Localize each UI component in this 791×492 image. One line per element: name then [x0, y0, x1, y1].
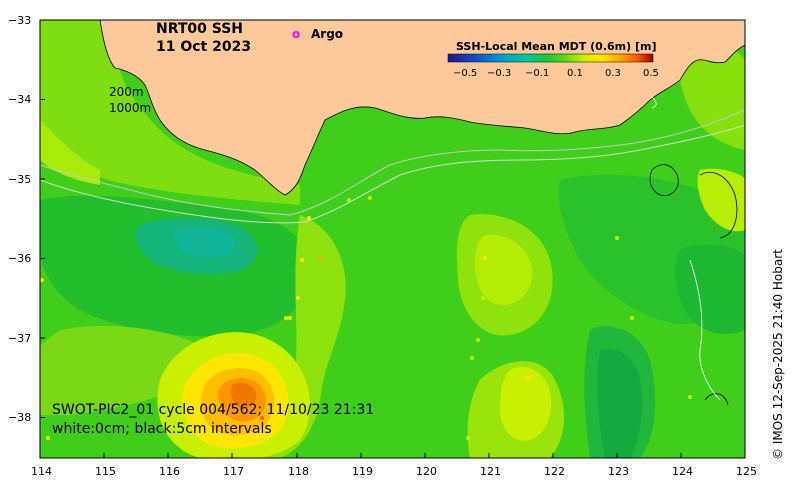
contour-black-1 [649, 164, 679, 197]
x-tick-label: 118 [288, 465, 309, 478]
contour-white-1 [689, 259, 721, 401]
ssh-lowest-core-west [174, 226, 236, 258]
x-tick-label: 115 [95, 465, 116, 478]
obs-point [481, 296, 485, 300]
obs-point [260, 416, 264, 420]
swot-annotation-line2: white:0cm; black:5cm intervals [52, 421, 272, 437]
x-tick-label: 122 [544, 465, 565, 478]
contour-white-2 [649, 94, 657, 109]
obs-point [615, 236, 619, 240]
obs-point [466, 436, 470, 440]
ssh-low-core-south [597, 348, 642, 458]
y-tick-label: −36 [8, 252, 31, 265]
obs-point [46, 436, 50, 440]
obs-point [526, 376, 530, 380]
obs-point [476, 338, 480, 342]
colorbar: SSH-Local Mean MDT (0.6m) [m] −0.5 −0.3 … [447, 40, 659, 79]
y-tick-label: −38 [8, 411, 31, 424]
contour-black-2 [699, 171, 738, 239]
obs-point [296, 296, 300, 300]
shelf-high-strip [40, 120, 100, 185]
ssh-high-core-south [500, 366, 552, 441]
ssh-high-eastern-eddy [697, 168, 745, 232]
ssh-high-ridge [250, 215, 346, 458]
x-tick-label: 121 [480, 465, 501, 478]
x-tick-label: 125 [736, 465, 757, 478]
y-tick-label: −35 [8, 173, 31, 186]
contour-black-3 [704, 393, 729, 406]
y-axis: −33 −34 −35 −36 −37 −38 [8, 14, 45, 424]
obs-point [514, 416, 518, 420]
x-tick-label: 117 [223, 465, 244, 478]
map-title-line1: NRT00 SSH [156, 21, 243, 37]
obs-point [40, 278, 44, 282]
x-tick-label: 114 [31, 465, 52, 478]
obs-point [630, 316, 634, 320]
obs-point [347, 198, 351, 202]
obs-point [300, 258, 304, 262]
warm-eddy-peak [230, 382, 257, 408]
y-tick-label: −34 [8, 93, 31, 106]
y-tick-label: −33 [8, 14, 31, 27]
x-tick-label: 116 [159, 465, 180, 478]
x-tick-label: 123 [608, 465, 629, 478]
y-tick-label: −37 [8, 332, 31, 345]
colorbar-tick: 0.5 [643, 68, 659, 79]
x-tick-label: 124 [672, 465, 693, 478]
isobath-label-200m: 200m [109, 85, 144, 99]
obs-point [470, 356, 474, 360]
colorbar-gradient [447, 53, 654, 63]
ssh-low-east-edge [675, 244, 745, 334]
colorbar-tick: −0.5 [453, 68, 477, 79]
x-tick-label: 120 [416, 465, 437, 478]
plot-frame [39, 19, 746, 459]
imos-credit: © IMOS 12-Sep-2025 21:40 Hobart [771, 249, 785, 460]
obs-point [688, 395, 692, 399]
colorbar-tick: −0.1 [525, 68, 549, 79]
map-title-line2: 11 Oct 2023 [156, 39, 251, 55]
swot-annotation-line1: SWOT-PIC2_01 cycle 004/562; 11/10/23 21:… [52, 402, 374, 418]
obs-point [284, 316, 288, 320]
isobath-1000m [40, 124, 745, 224]
land-mass [99, 20, 745, 196]
shelf-high-region-west [40, 20, 300, 205]
obs-point [368, 196, 372, 200]
isobath-label-1000m: 1000m [109, 101, 151, 115]
colorbar-tick: 0.1 [567, 68, 583, 79]
obs-point [483, 256, 487, 260]
x-axis: 114 115 116 117 118 119 120 121 122 123 … [31, 453, 757, 478]
colorbar-title: SSH-Local Mean MDT (0.6m) [m] [456, 40, 656, 53]
obs-point [307, 216, 311, 220]
argo-legend-label: Argo [311, 27, 343, 41]
obs-point [318, 256, 322, 260]
argo-legend-icon: o [292, 27, 300, 41]
colorbar-tick: 0.3 [605, 68, 621, 79]
colorbar-tick: −0.3 [487, 68, 511, 79]
obs-point [288, 316, 292, 320]
isobath-200m [40, 109, 745, 216]
ssh-high-eddy-core [475, 234, 533, 305]
x-tick-label: 119 [352, 465, 373, 478]
map-field [40, 20, 745, 458]
ssh-high-region-northeast [678, 36, 745, 150]
